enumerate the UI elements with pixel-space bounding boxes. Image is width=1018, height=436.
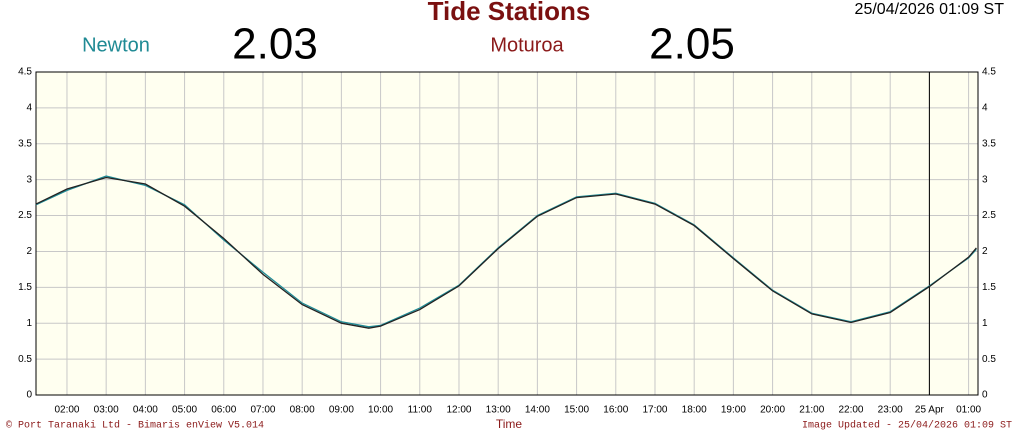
x-tick-label: 21:00 (799, 405, 824, 416)
x-tick-label: 05:00 (172, 405, 197, 416)
x-tick-label: 19:00 (721, 405, 746, 416)
x-tick-label: 01:00 (956, 405, 981, 416)
x-tick-label: 03:00 (94, 405, 119, 416)
x-tick-label: 16:00 (603, 405, 628, 416)
x-tick-label: 15:00 (564, 405, 589, 416)
y-tick-label: 2.5 (18, 210, 32, 221)
x-tick-label: 06:00 (211, 405, 236, 416)
y2-tick-label: 4.5 (982, 67, 996, 78)
y2-tick-label: 2.5 (982, 210, 996, 221)
x-tick-label: 10:00 (368, 405, 393, 416)
y-tick-label: 1 (26, 318, 32, 329)
y2-tick-label: 3.5 (982, 138, 996, 149)
timestamp: 25/04/2026 01:09 ST (855, 1, 1005, 18)
x-tick-label: 13:00 (486, 405, 511, 416)
y2-tick-label: 1.5 (982, 282, 996, 293)
y-tick-label: 2 (26, 246, 32, 257)
y-tick-label: 4 (26, 103, 32, 114)
x-tick-label: 09:00 (329, 405, 354, 416)
footer-right: Image Updated - 25/04/2026 01:09 ST (802, 420, 1012, 432)
legend-name: Newton (82, 34, 150, 56)
y-tick-label: 1.5 (18, 282, 32, 293)
x-tick-label: 07:00 (250, 405, 275, 416)
x-tick-label: 08:00 (290, 405, 315, 416)
legend-name: Moturoa (490, 34, 564, 56)
x-tick-label: 02:00 (54, 405, 79, 416)
y-tick-label: 3.5 (18, 138, 32, 149)
x-axis-label: Time (496, 417, 523, 431)
y2-tick-label: 4 (982, 103, 988, 114)
y-tick-label: 4.5 (18, 67, 32, 78)
footer-left: © Port Taranaki Ltd - Bimaris enView V5.… (6, 420, 264, 432)
x-tick-label: 14:00 (525, 405, 550, 416)
x-tick-label: 25 Apr (915, 405, 945, 416)
y2-tick-label: 2 (982, 246, 988, 257)
current-value: 2.03 (232, 20, 318, 69)
x-tick-label: 17:00 (642, 405, 667, 416)
y2-tick-label: 0.5 (982, 354, 996, 365)
current-value: 2.05 (649, 20, 735, 69)
series-line (35, 176, 977, 329)
y2-tick-label: 3 (982, 174, 988, 185)
x-tick-label: 23:00 (878, 405, 903, 416)
x-tick-label: 11:00 (408, 405, 433, 416)
y-tick-label: 3 (26, 174, 32, 185)
x-tick-label: 12:00 (446, 405, 471, 416)
y2-tick-label: 0 (982, 390, 988, 401)
chart-title: Tide Stations (428, 0, 591, 26)
y2-tick-label: 1 (982, 318, 988, 329)
y-tick-label: 0 (26, 390, 32, 401)
x-tick-label: 20:00 (760, 405, 785, 416)
plot-area (35, 71, 979, 396)
plot-border (35, 71, 979, 396)
y-tick-label: 0.5 (18, 354, 32, 365)
x-tick-label: 18:00 (682, 405, 707, 416)
x-tick-label: 04:00 (133, 405, 158, 416)
x-tick-label: 22:00 (838, 405, 863, 416)
